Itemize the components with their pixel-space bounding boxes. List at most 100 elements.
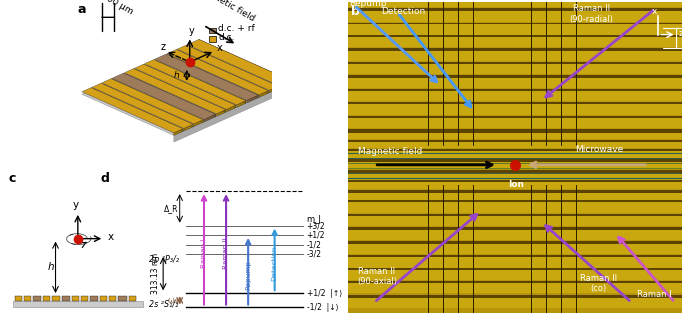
Text: a: a (77, 3, 86, 16)
Bar (347, 159, 682, 162)
Text: -1/2: -1/2 (307, 240, 321, 249)
Text: Raman I: Raman I (201, 238, 207, 268)
Text: Magnetic field: Magnetic field (358, 147, 422, 156)
Text: Repump: Repump (349, 0, 387, 8)
Bar (347, 51, 682, 61)
Text: d: d (101, 172, 110, 186)
Text: 100 μm: 100 μm (100, 0, 134, 16)
Polygon shape (154, 60, 246, 103)
Bar (347, 9, 682, 11)
Bar (347, 151, 682, 158)
Polygon shape (82, 42, 291, 135)
Polygon shape (176, 49, 269, 93)
Bar (15, 296, 22, 301)
Text: m_J: m_J (307, 215, 321, 224)
Bar (347, 182, 682, 189)
Polygon shape (145, 60, 246, 105)
Polygon shape (82, 88, 183, 133)
Polygon shape (167, 49, 269, 95)
Bar (347, 216, 682, 226)
Bar (347, 0, 682, 7)
Polygon shape (227, 105, 236, 112)
Polygon shape (155, 54, 258, 100)
Polygon shape (174, 129, 183, 135)
Polygon shape (125, 69, 226, 114)
Polygon shape (134, 69, 226, 112)
Text: Detection: Detection (381, 8, 425, 16)
Polygon shape (216, 110, 226, 116)
Bar (72, 296, 79, 301)
Text: 313.13 nm: 313.13 nm (151, 253, 160, 294)
Bar (347, 149, 682, 151)
Text: Magnetic field: Magnetic field (195, 0, 256, 23)
Bar (347, 142, 682, 148)
Polygon shape (102, 79, 203, 124)
Bar (53, 296, 60, 301)
Bar (347, 64, 682, 74)
Polygon shape (269, 86, 278, 93)
Polygon shape (134, 64, 236, 109)
Text: Raman II: Raman II (223, 237, 229, 269)
Bar (347, 241, 682, 244)
Text: +1/2: +1/2 (307, 231, 325, 240)
Text: h: h (47, 262, 54, 272)
Polygon shape (144, 64, 236, 108)
Text: y: y (73, 200, 79, 210)
Text: Detection: Detection (272, 245, 277, 281)
Polygon shape (91, 88, 183, 131)
Bar (347, 118, 682, 128)
Text: x: x (217, 43, 223, 53)
Bar (347, 257, 682, 267)
Bar (347, 24, 682, 35)
Text: Raman II
(co): Raman II (co) (580, 274, 616, 293)
Bar (347, 283, 682, 293)
Text: +1/2  |↑⟩: +1/2 |↑⟩ (307, 289, 342, 298)
Text: Raman II
(90-radial): Raman II (90-radial) (569, 4, 613, 24)
Text: x: x (108, 232, 113, 243)
Bar (347, 214, 682, 216)
Bar (347, 227, 682, 230)
Polygon shape (259, 91, 269, 97)
Bar (347, 255, 682, 257)
Polygon shape (166, 54, 258, 98)
Text: z: z (161, 42, 166, 52)
Bar (347, 190, 682, 193)
Text: x: x (652, 8, 658, 16)
Bar (347, 202, 682, 213)
Bar (347, 295, 682, 298)
Bar (347, 193, 682, 200)
Bar (129, 296, 136, 301)
Bar (347, 162, 682, 169)
Text: Ion: Ion (508, 180, 524, 188)
Bar (347, 102, 682, 104)
Bar (347, 200, 682, 202)
Text: Raman I: Raman I (637, 290, 671, 299)
Bar (347, 62, 682, 64)
Bar (210, 37, 216, 42)
Text: 2p ²P₃/₂: 2p ²P₃/₂ (149, 255, 179, 264)
Bar (347, 35, 682, 37)
Bar (347, 104, 682, 115)
Bar (24, 296, 32, 301)
Bar (347, 49, 682, 51)
Bar (62, 296, 70, 301)
Bar (90, 296, 98, 301)
Bar (13, 301, 142, 307)
Text: b: b (351, 5, 360, 18)
Bar (33, 296, 41, 301)
Polygon shape (279, 81, 291, 88)
Bar (347, 244, 682, 254)
Polygon shape (184, 124, 193, 131)
Bar (347, 268, 682, 270)
Polygon shape (236, 101, 246, 107)
Bar (347, 133, 682, 139)
Text: y: y (189, 26, 195, 36)
Text: c: c (8, 172, 16, 186)
Text: -3/2: -3/2 (307, 249, 322, 259)
Bar (110, 296, 116, 301)
Bar (347, 77, 682, 88)
Text: h: h (174, 72, 179, 80)
Text: +3/2: +3/2 (307, 221, 325, 230)
Bar (210, 27, 216, 33)
Text: 2s ²S₁/₂: 2s ²S₁/₂ (149, 300, 178, 308)
